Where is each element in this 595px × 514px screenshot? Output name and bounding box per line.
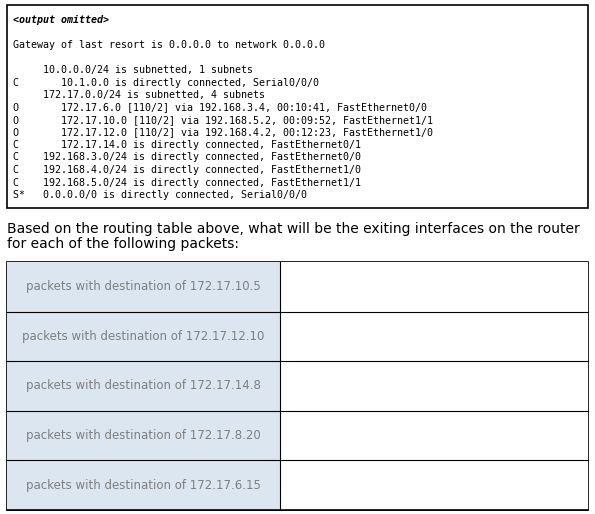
Text: Based on the routing table above, what will be the exiting interfaces on the rou: Based on the routing table above, what w… (7, 222, 580, 236)
Text: Gateway of last resort is 0.0.0.0 to network 0.0.0.0: Gateway of last resort is 0.0.0.0 to net… (13, 40, 325, 50)
Bar (280, 311, 588, 361)
Text: 10.0.0.0/24 is subnetted, 1 subnets: 10.0.0.0/24 is subnetted, 1 subnets (13, 65, 253, 75)
Text: packets with destination of 172.17.14.8: packets with destination of 172.17.14.8 (26, 379, 261, 393)
Bar (7, 311, 280, 361)
Text: C    192.168.4.0/24 is directly connected, FastEthernet1/0: C 192.168.4.0/24 is directly connected, … (13, 165, 361, 175)
Text: packets with destination of 172.17.10.5: packets with destination of 172.17.10.5 (26, 280, 261, 293)
Text: S*   0.0.0.0/0 is directly connected, Serial0/0/0: S* 0.0.0.0/0 is directly connected, Seri… (13, 190, 307, 200)
Text: O       172.17.6.0 [110/2] via 192.168.3.4, 00:10:41, FastEthernet0/0: O 172.17.6.0 [110/2] via 192.168.3.4, 00… (13, 102, 427, 113)
Bar (280, 411, 588, 461)
Text: packets with destination of 172.17.6.15: packets with destination of 172.17.6.15 (26, 479, 261, 492)
Text: O       172.17.12.0 [110/2] via 192.168.4.2, 00:12:23, FastEthernet1/0: O 172.17.12.0 [110/2] via 192.168.4.2, 0… (13, 127, 433, 138)
Bar (7, 5, 588, 208)
Bar (7, 411, 280, 461)
Bar (280, 361, 588, 411)
Text: C    192.168.5.0/24 is directly connected, FastEthernet1/1: C 192.168.5.0/24 is directly connected, … (13, 177, 361, 188)
Bar (280, 461, 588, 510)
Text: packets with destination of 172.17.8.20: packets with destination of 172.17.8.20 (26, 429, 261, 442)
Text: packets with destination of 172.17.12.10: packets with destination of 172.17.12.10 (23, 330, 265, 343)
Bar (7, 361, 280, 411)
Text: for each of the following packets:: for each of the following packets: (7, 237, 239, 251)
Bar (7, 461, 280, 510)
Text: C       10.1.0.0 is directly connected, Serial0/0/0: C 10.1.0.0 is directly connected, Serial… (13, 78, 319, 87)
Text: 172.17.0.0/24 is subnetted, 4 subnets: 172.17.0.0/24 is subnetted, 4 subnets (13, 90, 265, 100)
Text: <output omitted>: <output omitted> (13, 15, 109, 25)
Bar (7, 262, 588, 510)
Text: C    192.168.3.0/24 is directly connected, FastEthernet0/0: C 192.168.3.0/24 is directly connected, … (13, 153, 361, 162)
Text: O       172.17.10.0 [110/2] via 192.168.5.2, 00:09:52, FastEthernet1/1: O 172.17.10.0 [110/2] via 192.168.5.2, 0… (13, 115, 433, 125)
Bar (280, 262, 588, 311)
Bar (7, 262, 280, 311)
Text: C       172.17.14.0 is directly connected, FastEthernet0/1: C 172.17.14.0 is directly connected, Fas… (13, 140, 361, 150)
